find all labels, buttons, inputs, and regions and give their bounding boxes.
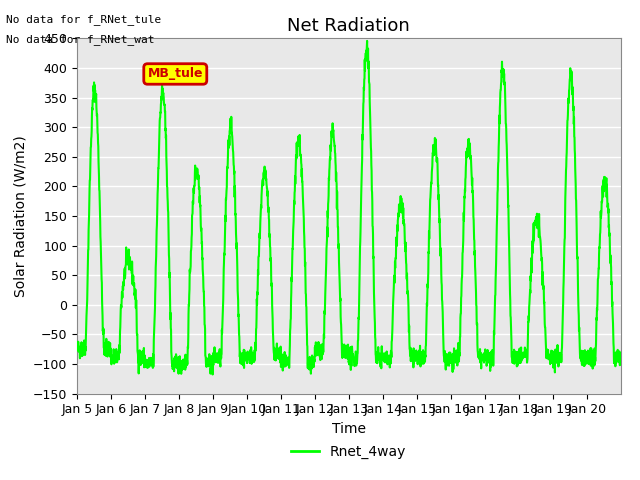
Title: Net Radiation: Net Radiation	[287, 17, 410, 36]
Y-axis label: Solar Radiation (W/m2): Solar Radiation (W/m2)	[13, 135, 27, 297]
Text: No data for f_RNet_wat: No data for f_RNet_wat	[6, 34, 155, 45]
Text: No data for f_RNet_tule: No data for f_RNet_tule	[6, 14, 162, 25]
Text: MB_tule: MB_tule	[147, 68, 203, 81]
X-axis label: Time: Time	[332, 422, 366, 436]
Legend: Rnet_4way: Rnet_4way	[285, 440, 412, 465]
